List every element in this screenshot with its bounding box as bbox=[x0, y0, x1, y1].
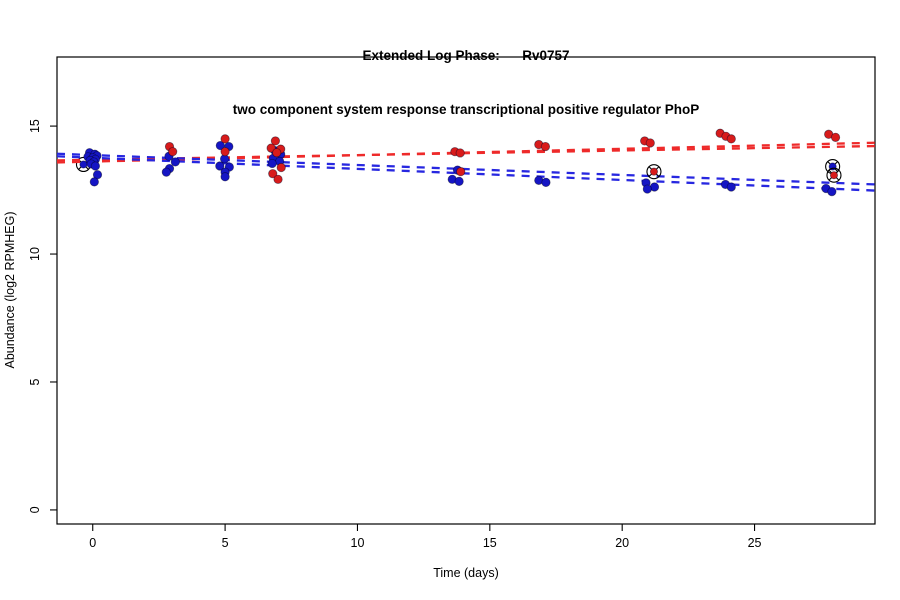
data-point bbox=[273, 174, 283, 184]
x-axis-label: Time (days) bbox=[433, 566, 499, 580]
data-point bbox=[642, 184, 652, 194]
data-point bbox=[272, 148, 282, 158]
data-point bbox=[726, 182, 736, 192]
x-tick-label: 10 bbox=[351, 536, 365, 550]
axes-layer: 0 5 10 15 20 25 0 5 10 15 bbox=[28, 119, 762, 550]
data-point bbox=[161, 167, 171, 177]
data-point bbox=[270, 136, 280, 146]
x-tick-label: 15 bbox=[483, 536, 497, 550]
x-tick-label: 0 bbox=[89, 536, 96, 550]
chart-subtitle: two component system response transcript… bbox=[232, 102, 700, 117]
data-point bbox=[267, 158, 277, 169]
data-point bbox=[168, 147, 178, 157]
data-point bbox=[540, 141, 551, 152]
outlier-dot bbox=[829, 171, 838, 180]
data-point bbox=[454, 176, 464, 186]
data-point bbox=[89, 177, 99, 187]
series-red-condition bbox=[164, 128, 841, 184]
data-point bbox=[170, 157, 180, 167]
data-point bbox=[220, 134, 230, 144]
chart-title-block: Extended Log Phase: Rv0757 two component… bbox=[57, 11, 875, 137]
data-point bbox=[90, 161, 100, 171]
trend-line-blue-condition bbox=[56, 152, 876, 186]
data-point bbox=[215, 161, 225, 171]
x-tick-label: 25 bbox=[748, 536, 762, 550]
data-point bbox=[220, 147, 230, 157]
data-point bbox=[220, 172, 230, 182]
data-point bbox=[456, 167, 466, 177]
data-point bbox=[268, 169, 278, 179]
outliers-layer bbox=[646, 158, 842, 183]
y-tick-label: 15 bbox=[28, 119, 42, 133]
y-axis-label: Abundance (log2 RPMHEG) bbox=[3, 211, 17, 368]
data-point bbox=[726, 134, 736, 144]
data-point bbox=[455, 148, 465, 158]
x-tick-label: 5 bbox=[222, 536, 229, 550]
y-tick-label: 10 bbox=[28, 247, 42, 261]
series-blue-condition bbox=[83, 140, 837, 197]
plot-box bbox=[56, 56, 876, 525]
data-point bbox=[541, 177, 551, 187]
outlier-marker bbox=[646, 164, 662, 180]
x-tick-label: 20 bbox=[615, 536, 629, 550]
data-point bbox=[827, 186, 837, 197]
outlier-circle bbox=[826, 167, 842, 183]
y-tick-label: 0 bbox=[28, 506, 42, 513]
outlier-dot bbox=[649, 167, 658, 176]
data-point bbox=[645, 138, 655, 148]
data-point bbox=[830, 132, 841, 142]
trend-line-blue-condition bbox=[56, 155, 876, 192]
points-layer bbox=[83, 128, 841, 197]
y-tick-label: 5 bbox=[28, 378, 42, 385]
chart-title: Extended Log Phase: Rv0757 bbox=[362, 48, 570, 63]
outlier-marker bbox=[825, 158, 841, 175]
outlier-marker bbox=[826, 167, 842, 183]
trendlines-layer bbox=[56, 141, 876, 192]
data-point bbox=[276, 162, 286, 173]
outlier-circle bbox=[646, 164, 662, 180]
